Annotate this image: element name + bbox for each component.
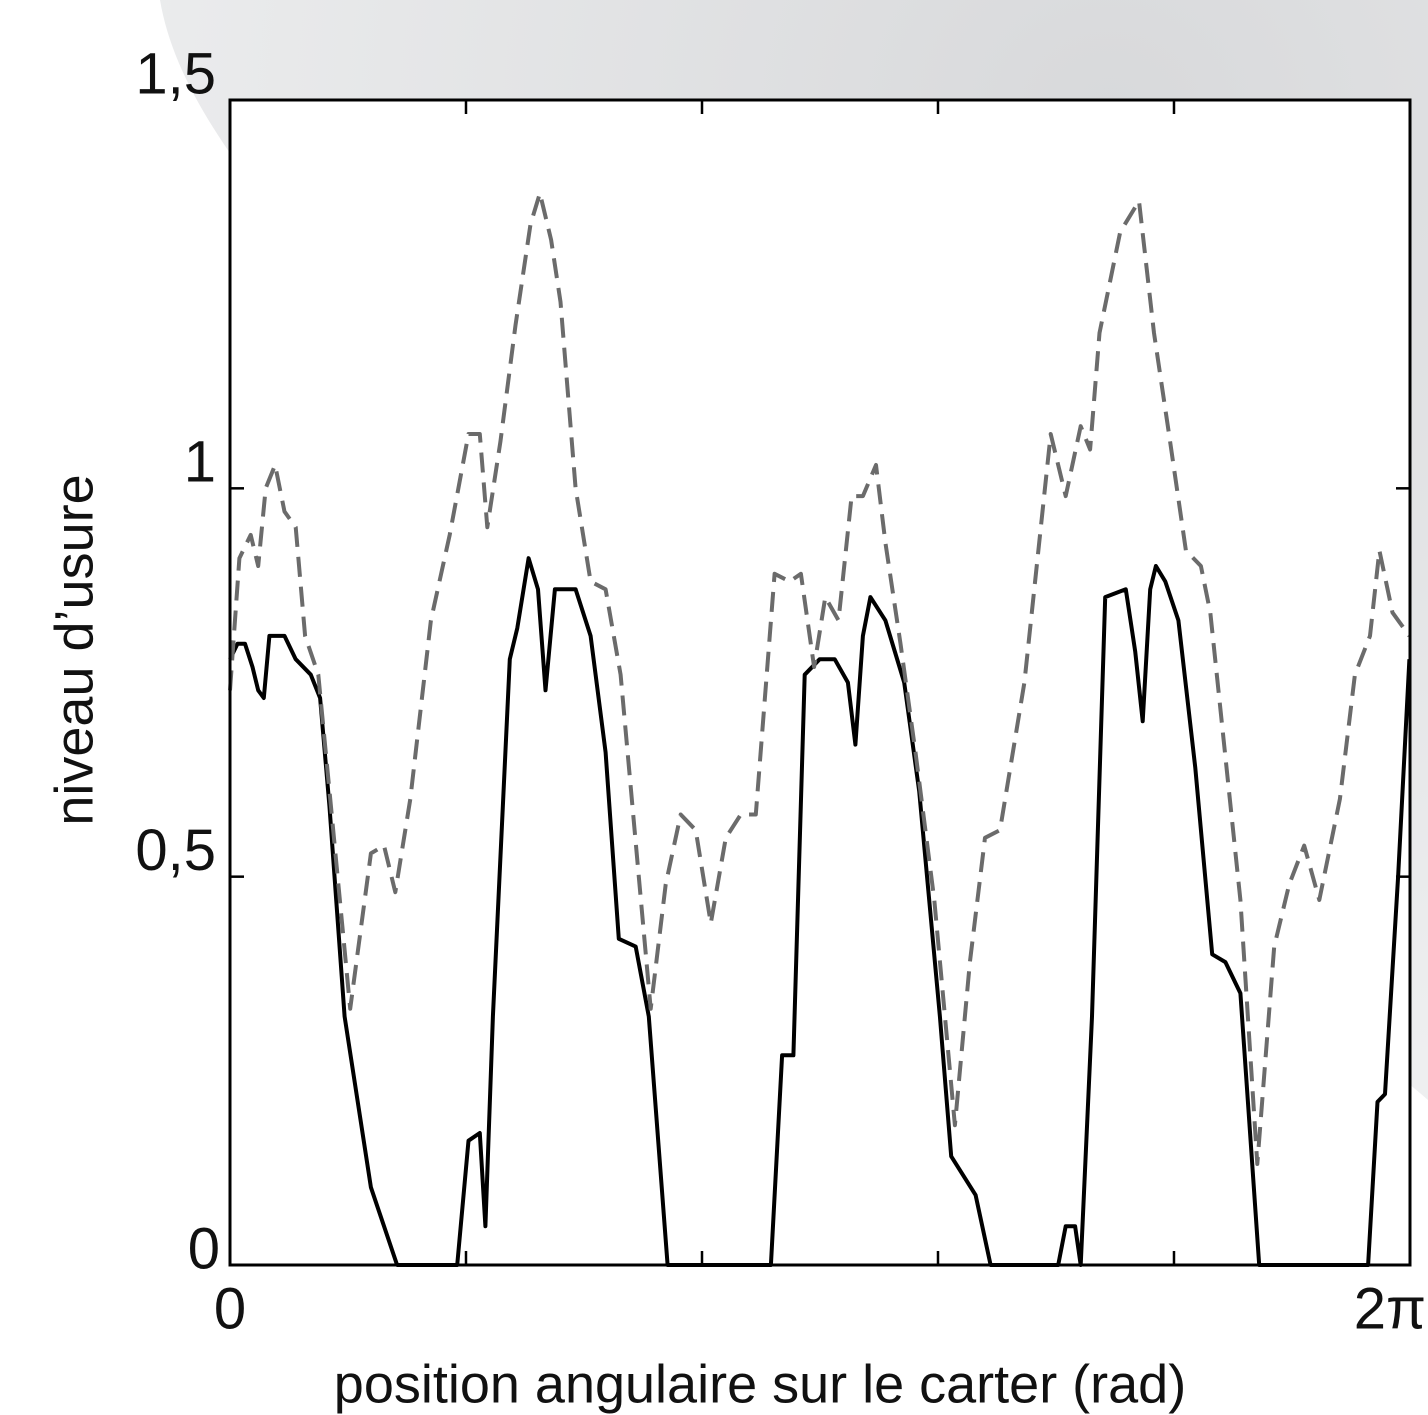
x-tick-label: 2π xyxy=(1354,1276,1426,1341)
y-axis-label: niveau d’usure xyxy=(44,474,104,825)
x-axis-label: position angulaire sur le carter (rad) xyxy=(334,1354,1186,1414)
plot-frame xyxy=(228,98,1412,1267)
marks xyxy=(228,191,1412,1267)
y-tick-label: 0,5 xyxy=(135,818,216,883)
series-line xyxy=(228,556,1412,1267)
y-tick-label: 0 xyxy=(188,1216,220,1281)
x-tick-label: 0 xyxy=(214,1276,246,1341)
series-line xyxy=(228,191,1412,1166)
y-tick-label: 1 xyxy=(184,430,216,495)
plot-area xyxy=(230,100,1410,1265)
y-tick-label: 1,5 xyxy=(135,41,216,106)
